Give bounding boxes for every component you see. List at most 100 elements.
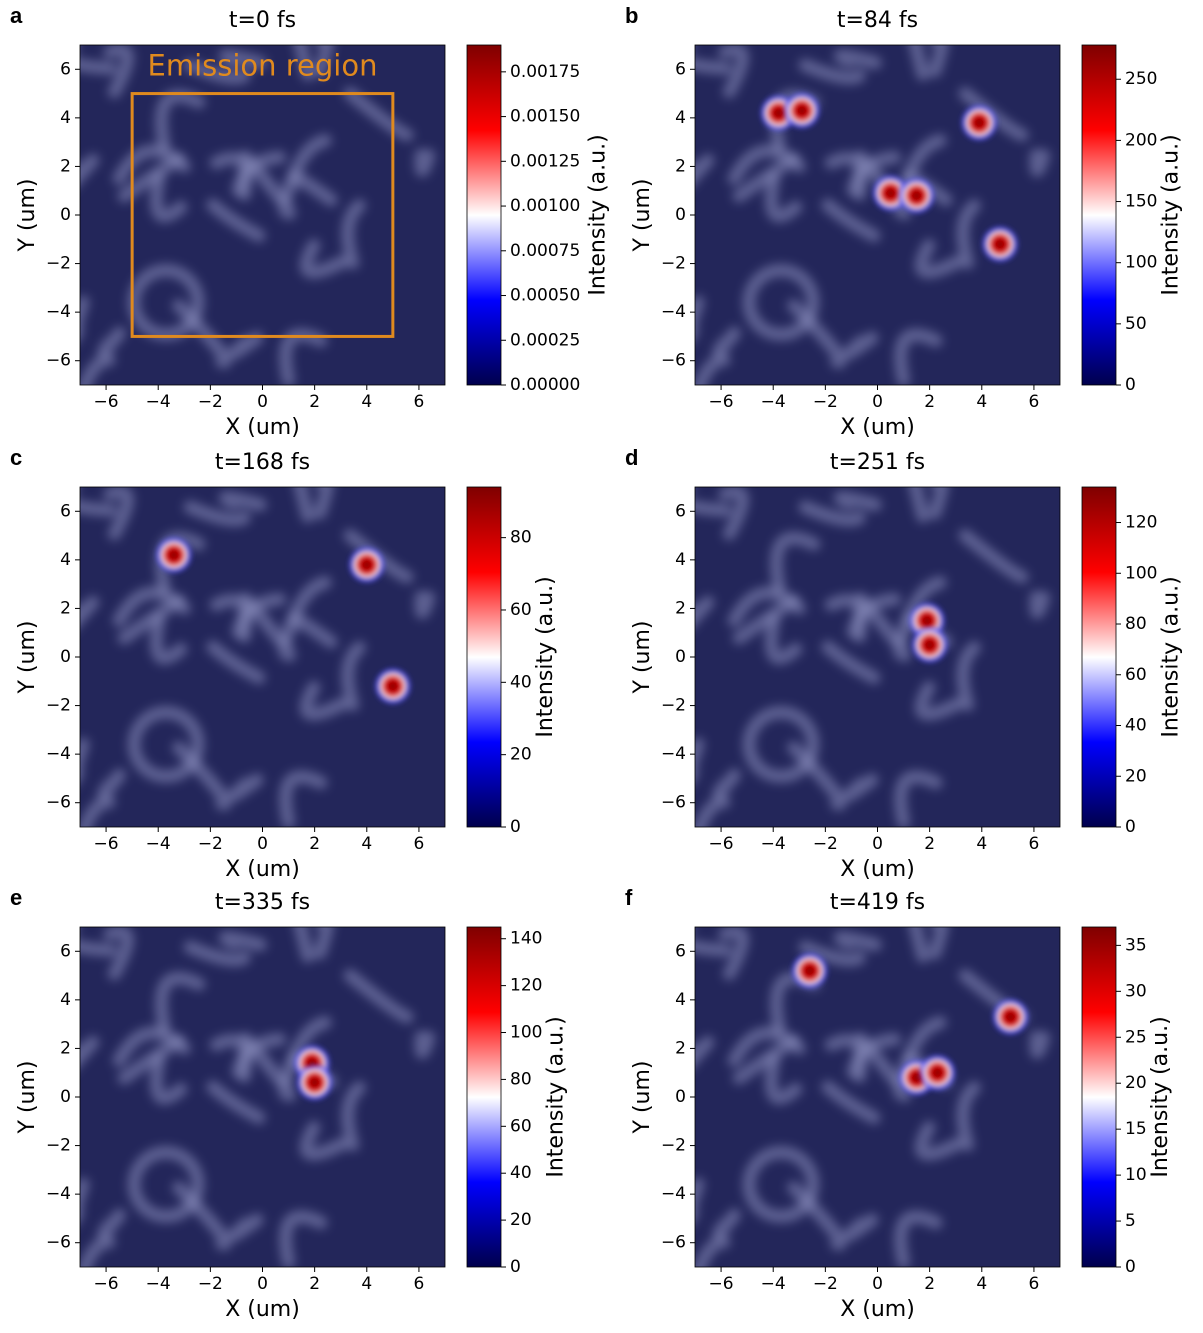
peak xyxy=(781,90,822,131)
texture-swirl xyxy=(112,1026,191,1068)
texture-stroke xyxy=(80,595,100,627)
peaks xyxy=(907,600,950,665)
colorbar-label: Intensity (a.u.) xyxy=(1148,1016,1173,1177)
x-tick-label: −4 xyxy=(146,834,171,854)
colorbar-tick-label: 40 xyxy=(510,672,532,692)
texture-stroke xyxy=(289,612,338,649)
colorbar-tick-label: 0 xyxy=(1125,1257,1136,1277)
texture-stroke xyxy=(149,172,188,223)
texture-stroke xyxy=(149,614,188,665)
texture-stroke xyxy=(206,1080,266,1125)
panel: b t=84 fs −6 −4 −2 0 2 4 6 −6 −4 −2 0 2 4 6 X (um) Y (um)… xyxy=(625,3,1184,440)
texture-stroke xyxy=(414,148,436,177)
field-pattern xyxy=(80,927,436,1267)
texture-stroke xyxy=(80,795,116,827)
colorbar-tick-label: 0.00125 xyxy=(510,151,580,171)
texture-stroke xyxy=(279,1015,332,1088)
texture-stroke xyxy=(914,238,964,279)
colorbar-tick-label: 80 xyxy=(510,1069,532,1089)
y-tick-label: 2 xyxy=(60,156,71,176)
texture-stroke xyxy=(103,927,135,981)
texture-swirl xyxy=(112,586,191,628)
y-tick-label: 0 xyxy=(60,205,71,225)
colorbar-label: Intensity (a.u.) xyxy=(586,134,611,295)
texture-stroke xyxy=(798,500,866,527)
y-tick-label: −2 xyxy=(661,696,686,716)
colorbar-tick-label: 20 xyxy=(510,745,532,765)
colorbar-tick-label: 120 xyxy=(510,976,542,996)
x-axis-label: X (um) xyxy=(840,857,915,882)
texture-stroke xyxy=(206,198,266,243)
x-tick-label: −2 xyxy=(813,834,838,854)
peaks xyxy=(153,535,413,707)
x-tick-label: 6 xyxy=(414,834,425,854)
field xyxy=(695,487,1060,827)
y-tick-label: −4 xyxy=(661,302,686,322)
texture-stroke xyxy=(764,614,803,665)
texture-stroke xyxy=(712,1208,741,1241)
texture-stroke xyxy=(206,640,266,685)
x-axis-label: X (um) xyxy=(840,415,915,440)
colorbar-tick-label: 20 xyxy=(1125,766,1147,786)
x-tick-label: −4 xyxy=(761,392,786,412)
colorbar-tick-label: 250 xyxy=(1125,69,1157,89)
y-tick-label: −2 xyxy=(661,1136,686,1156)
texture-stroke xyxy=(843,331,879,360)
texture-stroke xyxy=(821,198,881,243)
texture-ring xyxy=(127,1145,205,1223)
y-tick-label: −4 xyxy=(46,744,71,764)
colorbar-tick-label: 0.00025 xyxy=(510,330,580,350)
texture-stroke xyxy=(821,1080,881,1125)
y-tick-label: 0 xyxy=(60,647,71,667)
x-tick-label: −6 xyxy=(94,834,119,854)
texture-stroke xyxy=(80,939,117,957)
texture-stroke xyxy=(908,927,930,963)
panel-label: c xyxy=(10,445,22,470)
x-tick-label: 2 xyxy=(309,1274,320,1294)
texture-stroke xyxy=(695,295,705,340)
texture-stroke xyxy=(414,590,436,619)
peak xyxy=(789,950,830,991)
colorbar-tick-label: 5 xyxy=(1125,1211,1136,1231)
texture-stroke xyxy=(299,1120,349,1161)
x-axis-label: X (um) xyxy=(225,857,300,882)
texture-stroke xyxy=(821,640,881,685)
texture-stroke xyxy=(833,49,882,70)
texture-stroke xyxy=(908,45,930,81)
panel-label: e xyxy=(10,885,22,910)
texture-stroke xyxy=(341,641,366,712)
field-pattern xyxy=(80,45,436,385)
texture-stroke xyxy=(209,593,253,643)
texture-stroke xyxy=(695,939,732,957)
texture-stroke xyxy=(928,487,949,520)
peak xyxy=(959,102,1000,143)
panel-label: d xyxy=(625,445,638,470)
peaks xyxy=(758,90,1021,265)
y-axis-label: Y (um) xyxy=(15,1061,40,1135)
colorbar-tick-label: 10 xyxy=(1125,1165,1147,1185)
texture-ring xyxy=(127,705,205,783)
peak xyxy=(896,175,937,216)
y-tick-label: 0 xyxy=(675,1087,686,1107)
texture-stroke xyxy=(712,768,741,801)
texture-swirl xyxy=(112,144,191,186)
y-tick-label: −4 xyxy=(661,744,686,764)
texture-stroke xyxy=(103,487,135,541)
x-tick-label: 6 xyxy=(1029,392,1040,412)
texture-stroke xyxy=(97,768,126,801)
colorbar-tick-label: 100 xyxy=(1125,563,1157,583)
field xyxy=(695,927,1060,1267)
y-tick-label: 6 xyxy=(60,941,71,961)
texture-stroke xyxy=(908,487,930,523)
colorbar-tick-label: 0.00075 xyxy=(510,241,580,261)
x-tick-label: 2 xyxy=(924,1274,935,1294)
y-tick-label: −6 xyxy=(46,793,71,813)
texture-stroke xyxy=(928,927,949,960)
y-axis-label: Y (um) xyxy=(630,1061,655,1135)
y-tick-label: 0 xyxy=(60,1087,71,1107)
texture-stroke xyxy=(695,153,715,185)
peaks xyxy=(292,1043,335,1103)
colorbar-tick-label: 0.00050 xyxy=(510,286,580,306)
y-tick-label: −2 xyxy=(46,254,71,274)
y-axis-label: Y (um) xyxy=(630,621,655,695)
